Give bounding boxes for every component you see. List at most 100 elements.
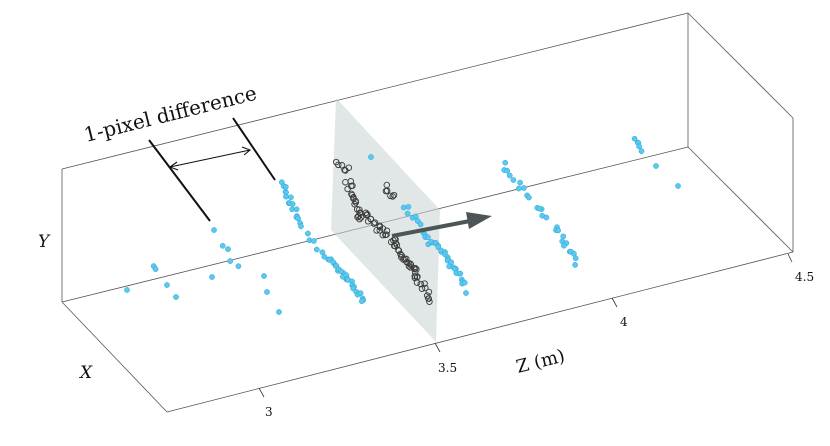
blue-point [209,274,215,280]
blue-point [211,227,217,233]
blue-point [520,185,527,191]
dark-point [390,191,398,199]
blue-point [305,230,311,237]
dark-point [370,220,378,227]
dark-point [422,284,429,292]
double-arrow-shaft [169,149,251,168]
double-arrow-head-right [241,146,252,156]
dark-point [344,185,351,193]
dark-point [379,231,387,239]
arrow-shaft [391,219,471,238]
blue-point [368,154,374,160]
blue-point [264,289,270,295]
blue-point [283,193,289,200]
tick-mark-4 [611,297,618,308]
box-edge [61,301,168,413]
blue-point [510,177,517,183]
blue-point [526,194,532,201]
z-axis-ticks [258,253,793,398]
blue-point [261,273,267,279]
blue-point [235,263,242,270]
blue-point [555,227,561,234]
dark-point [424,292,431,299]
blue-point [572,262,578,268]
axis-label-x: X [78,363,93,383]
dark-point [407,264,414,271]
dark-point [364,211,371,218]
blue-point [313,246,320,253]
dark-point [417,280,424,288]
blue-point [457,270,464,277]
tick-label-4: 4 [620,315,628,329]
blue-point [276,309,282,315]
blue-point [504,167,511,174]
blue-point [282,184,289,190]
blue-point [463,290,469,296]
tick-label-4.5: 4.5 [795,270,814,284]
blue-point [560,233,567,240]
blue-point [515,185,522,192]
blue-point [400,204,407,211]
dark-point [397,250,404,258]
dark-point [391,242,399,250]
blue-point [417,221,424,228]
blue-point [311,238,317,244]
dark-point [411,265,418,273]
tick-label-3.5: 3.5 [438,361,457,375]
dark-point [371,219,379,226]
arrow-head [466,212,492,229]
dark-point [383,187,391,194]
dark-point [418,285,426,292]
dark-point [395,246,402,254]
direction-arrow [391,212,492,238]
dark-point [389,193,396,200]
dark-point [347,178,355,185]
box-edge [61,12,689,170]
dark-point [345,164,353,171]
dark-point [426,298,433,305]
dark-point [362,209,370,217]
blue-point [338,268,344,275]
blue-point [293,206,300,213]
blue-point [124,287,130,293]
dark-point [356,215,363,223]
blue-point [164,282,170,288]
blue-point [638,148,645,154]
box-edge [687,146,794,253]
blue-point [561,242,567,249]
blue-point [502,159,509,166]
blue-point [675,183,681,189]
dark-point [395,247,403,254]
blue-point [653,163,659,169]
pixel-difference-callout [148,117,276,222]
blue-point [404,210,411,217]
dark-point [383,231,390,238]
blue-point [295,215,301,222]
tick-mark-4.5 [787,253,793,263]
blue-point [517,179,523,186]
tick-mark-3 [258,387,265,398]
dark-point [356,206,363,213]
blue-point [288,194,294,201]
dark-point [367,215,374,223]
callout-label: 1-pixel difference [81,81,259,147]
blue-point [357,290,364,297]
dark-point [413,279,421,286]
blue-point [358,298,365,305]
blue-point-cloud [124,135,681,315]
dark-point [357,214,365,221]
blue-point [543,214,550,221]
axis-label-z: Z (m) [514,346,567,378]
dark-point [350,194,357,201]
blue-point [536,205,543,212]
blue-point [461,279,468,286]
tick-label-3: 3 [265,405,273,419]
box-edge [166,251,794,413]
blue-point [173,294,179,300]
dark-point [335,161,342,169]
blue-point [405,204,412,210]
axis-label-y: Y [38,232,51,252]
dark-point [425,288,433,296]
dark-point [383,227,391,235]
